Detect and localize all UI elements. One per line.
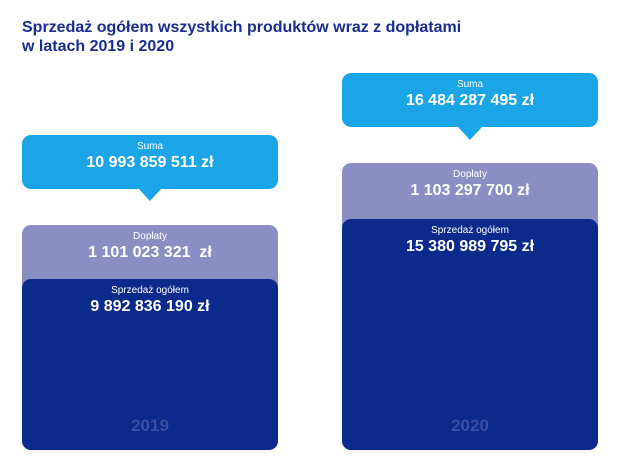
year-column: Suma 10 993 859 511 zł Dopłaty 1 101 023… xyxy=(22,0,278,472)
year-column: Suma 16 484 287 495 zł Dopłaty 1 103 297… xyxy=(342,0,598,472)
subsidies-label: Dopłaty xyxy=(133,231,167,242)
subsidies-value: 1 101 023 321 zł xyxy=(88,244,212,261)
total-label: Suma xyxy=(136,141,164,152)
subsidies-block: Dopłaty 1 103 297 700 zł xyxy=(342,163,598,229)
sales-block: Sprzedaż ogółem 9 892 836 190 zł 2019 xyxy=(22,279,278,450)
year-label: 2019 xyxy=(131,416,169,435)
sales-value: 9 892 836 190 zł xyxy=(90,298,210,315)
year-label: 2020 xyxy=(451,416,489,435)
subsidies-value: 1 103 297 700 zł xyxy=(410,182,530,199)
total-bubble: Suma 10 993 859 511 zł xyxy=(22,135,278,189)
sales-value: 15 380 989 795 zł xyxy=(405,238,535,255)
bubble-arrow xyxy=(458,127,482,140)
total-value: 10 993 859 511 zł xyxy=(86,154,214,171)
sales-label: Sprzedaż ogółem xyxy=(111,285,189,296)
title: w latach 2019 i 2020 xyxy=(22,38,175,55)
total-bubble: Suma 16 484 287 495 zł xyxy=(342,73,598,127)
total-label: Suma xyxy=(456,79,484,90)
title: Sprzedaż ogółem wszystkich produktów wra… xyxy=(22,19,462,36)
subsidies-label: Dopłaty xyxy=(453,169,487,180)
bubble-arrow xyxy=(138,188,162,201)
sales-label: Sprzedaż ogółem xyxy=(431,225,509,236)
total-value: 16 484 287 495 zł xyxy=(405,92,535,109)
sales-block: Sprzedaż ogółem 15 380 989 795 zł 2020 xyxy=(342,219,598,450)
subsidies-block: Dopłaty 1 101 023 321 zł xyxy=(22,225,278,289)
